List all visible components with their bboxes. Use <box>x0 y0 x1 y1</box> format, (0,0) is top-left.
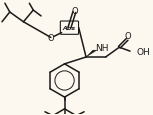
Text: NH: NH <box>95 43 108 52</box>
Polygon shape <box>86 51 97 58</box>
Text: O: O <box>125 32 131 41</box>
Text: Abs: Abs <box>63 26 76 31</box>
Text: OH: OH <box>137 47 151 56</box>
FancyBboxPatch shape <box>60 22 78 35</box>
Text: O: O <box>71 6 78 15</box>
Text: O: O <box>48 34 54 43</box>
